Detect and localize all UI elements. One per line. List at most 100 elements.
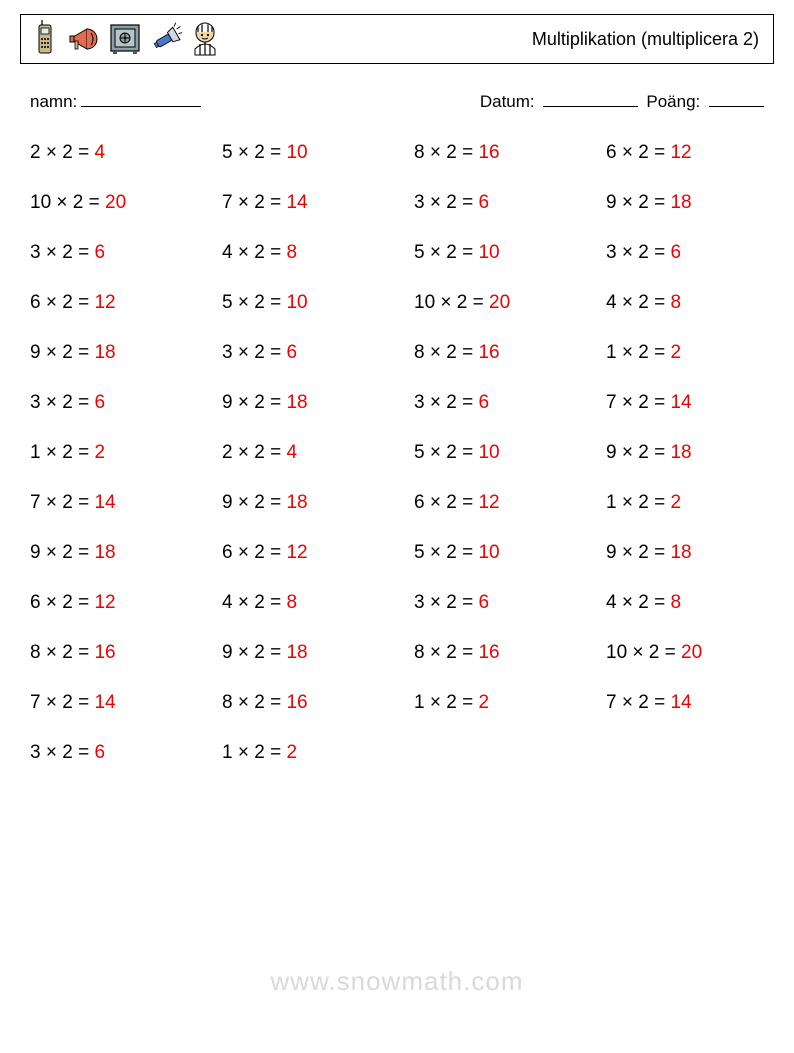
- problem-expression: 1 × 2 =: [606, 342, 670, 363]
- problem-expression: 7 × 2 =: [30, 692, 94, 713]
- problem-item: 2 × 2 = 4: [30, 142, 194, 164]
- problem-item: 4 × 2 = 8: [222, 242, 386, 264]
- problem-item: 7 × 2 = 14: [606, 692, 770, 714]
- problem-item: 9 × 2 = 18: [606, 192, 770, 214]
- problem-item: 5 × 2 = 10: [414, 242, 578, 264]
- phone-icon: [27, 19, 63, 59]
- problem-answer: 18: [286, 642, 307, 663]
- problem-item: 8 × 2 = 16: [30, 642, 194, 664]
- problem-item: 5 × 2 = 10: [414, 542, 578, 564]
- problem-item: 10 × 2 = 20: [414, 292, 578, 314]
- problem-expression: 9 × 2 =: [606, 192, 670, 213]
- problem-item: 3 × 2 = 6: [30, 392, 194, 414]
- problem-answer: 6: [286, 342, 297, 363]
- problem-expression: 6 × 2 =: [30, 592, 94, 613]
- score-label: Poäng:: [646, 92, 700, 111]
- problem-item: 2 × 2 = 4: [222, 442, 386, 464]
- problem-expression: 9 × 2 =: [222, 642, 286, 663]
- problem-item: 8 × 2 = 16: [414, 642, 578, 664]
- person-icon: [187, 19, 223, 59]
- problem-expression: 8 × 2 =: [414, 142, 478, 163]
- problem-item: 1 × 2 = 2: [606, 342, 770, 364]
- problem-expression: 9 × 2 =: [606, 542, 670, 563]
- problem-answer: 18: [286, 492, 307, 513]
- problem-expression: 6 × 2 =: [30, 292, 94, 313]
- problem-expression: 5 × 2 =: [414, 442, 478, 463]
- problem-answer: 18: [94, 342, 115, 363]
- problem-expression: 7 × 2 =: [30, 492, 94, 513]
- problem-expression: 10 × 2 =: [30, 192, 105, 213]
- problem-item: 5 × 2 = 10: [222, 292, 386, 314]
- problem-answer: 12: [94, 592, 115, 613]
- problem-item: 9 × 2 = 18: [222, 392, 386, 414]
- watermark: www.snowmath.com: [0, 966, 794, 997]
- problem-item: 8 × 2 = 16: [222, 692, 386, 714]
- problem-expression: 3 × 2 =: [606, 242, 670, 263]
- problem-expression: 4 × 2 =: [606, 592, 670, 613]
- problem-item: 8 × 2 = 16: [414, 142, 578, 164]
- problem-answer: 4: [94, 142, 105, 163]
- problem-answer: 18: [94, 542, 115, 563]
- problem-answer: 6: [670, 242, 681, 263]
- problem-item: 3 × 2 = 6: [414, 192, 578, 214]
- problem-answer: 20: [681, 642, 702, 663]
- problem-answer: 10: [478, 242, 499, 263]
- worksheet-page: Multiplikation (multiplicera 2) namn: Da…: [0, 0, 794, 1053]
- problem-expression: 9 × 2 =: [30, 542, 94, 563]
- problem-answer: 10: [478, 542, 499, 563]
- problem-item: 10 × 2 = 20: [30, 192, 194, 214]
- problem-expression: 9 × 2 =: [222, 392, 286, 413]
- problem-expression: 10 × 2 =: [606, 642, 681, 663]
- problem-expression: 3 × 2 =: [414, 392, 478, 413]
- problem-expression: 2 × 2 =: [222, 442, 286, 463]
- name-blank[interactable]: [81, 88, 201, 107]
- problem-expression: 1 × 2 =: [222, 742, 286, 763]
- problem-expression: 8 × 2 =: [222, 692, 286, 713]
- problem-item: 9 × 2 = 18: [606, 542, 770, 564]
- meta-row: namn: Datum: Poäng:: [30, 88, 764, 112]
- problem-item: 5 × 2 = 10: [222, 142, 386, 164]
- problem-answer: 16: [286, 692, 307, 713]
- problem-answer: 6: [478, 592, 489, 613]
- problem-expression: 4 × 2 =: [606, 292, 670, 313]
- header-box: Multiplikation (multiplicera 2): [20, 14, 774, 64]
- problem-item: 3 × 2 = 6: [30, 742, 194, 764]
- problem-answer: 16: [94, 642, 115, 663]
- problem-item: 4 × 2 = 8: [606, 292, 770, 314]
- date-blank[interactable]: [543, 88, 638, 107]
- problem-expression: 4 × 2 =: [222, 592, 286, 613]
- problem-answer: 12: [670, 142, 691, 163]
- problem-item: 10 × 2 = 20: [606, 642, 770, 664]
- problem-item: 4 × 2 = 8: [222, 592, 386, 614]
- problem-item: 8 × 2 = 16: [414, 342, 578, 364]
- header-icons: [27, 19, 223, 59]
- problem-expression: 1 × 2 =: [414, 692, 478, 713]
- problem-item: 3 × 2 = 6: [30, 242, 194, 264]
- problem-answer: 18: [670, 542, 691, 563]
- problem-answer: 10: [286, 142, 307, 163]
- problem-answer: 6: [478, 392, 489, 413]
- problem-answer: 6: [478, 192, 489, 213]
- problem-item: 1 × 2 = 2: [606, 492, 770, 514]
- problem-expression: 9 × 2 =: [30, 342, 94, 363]
- problem-item: 3 × 2 = 6: [414, 392, 578, 414]
- problems-grid: 2 × 2 = 45 × 2 = 108 × 2 = 166 × 2 = 121…: [30, 142, 770, 764]
- date-label: Datum:: [480, 92, 535, 111]
- problem-item: 3 × 2 = 6: [414, 592, 578, 614]
- problem-item: 6 × 2 = 12: [606, 142, 770, 164]
- problem-expression: 6 × 2 =: [222, 542, 286, 563]
- problem-answer: 18: [670, 192, 691, 213]
- score-blank[interactable]: [709, 88, 764, 107]
- problem-answer: 2: [286, 742, 297, 763]
- problem-answer: 8: [670, 292, 681, 313]
- problem-answer: 20: [489, 292, 510, 313]
- megaphone-icon: [67, 19, 103, 59]
- name-field: namn:: [30, 88, 201, 112]
- problem-item: 9 × 2 = 18: [606, 442, 770, 464]
- problem-item: 7 × 2 = 14: [30, 692, 194, 714]
- problem-answer: 16: [478, 642, 499, 663]
- problem-expression: 5 × 2 =: [222, 142, 286, 163]
- problem-expression: 2 × 2 =: [30, 142, 94, 163]
- problem-expression: 3 × 2 =: [30, 242, 94, 263]
- problem-expression: 1 × 2 =: [606, 492, 670, 513]
